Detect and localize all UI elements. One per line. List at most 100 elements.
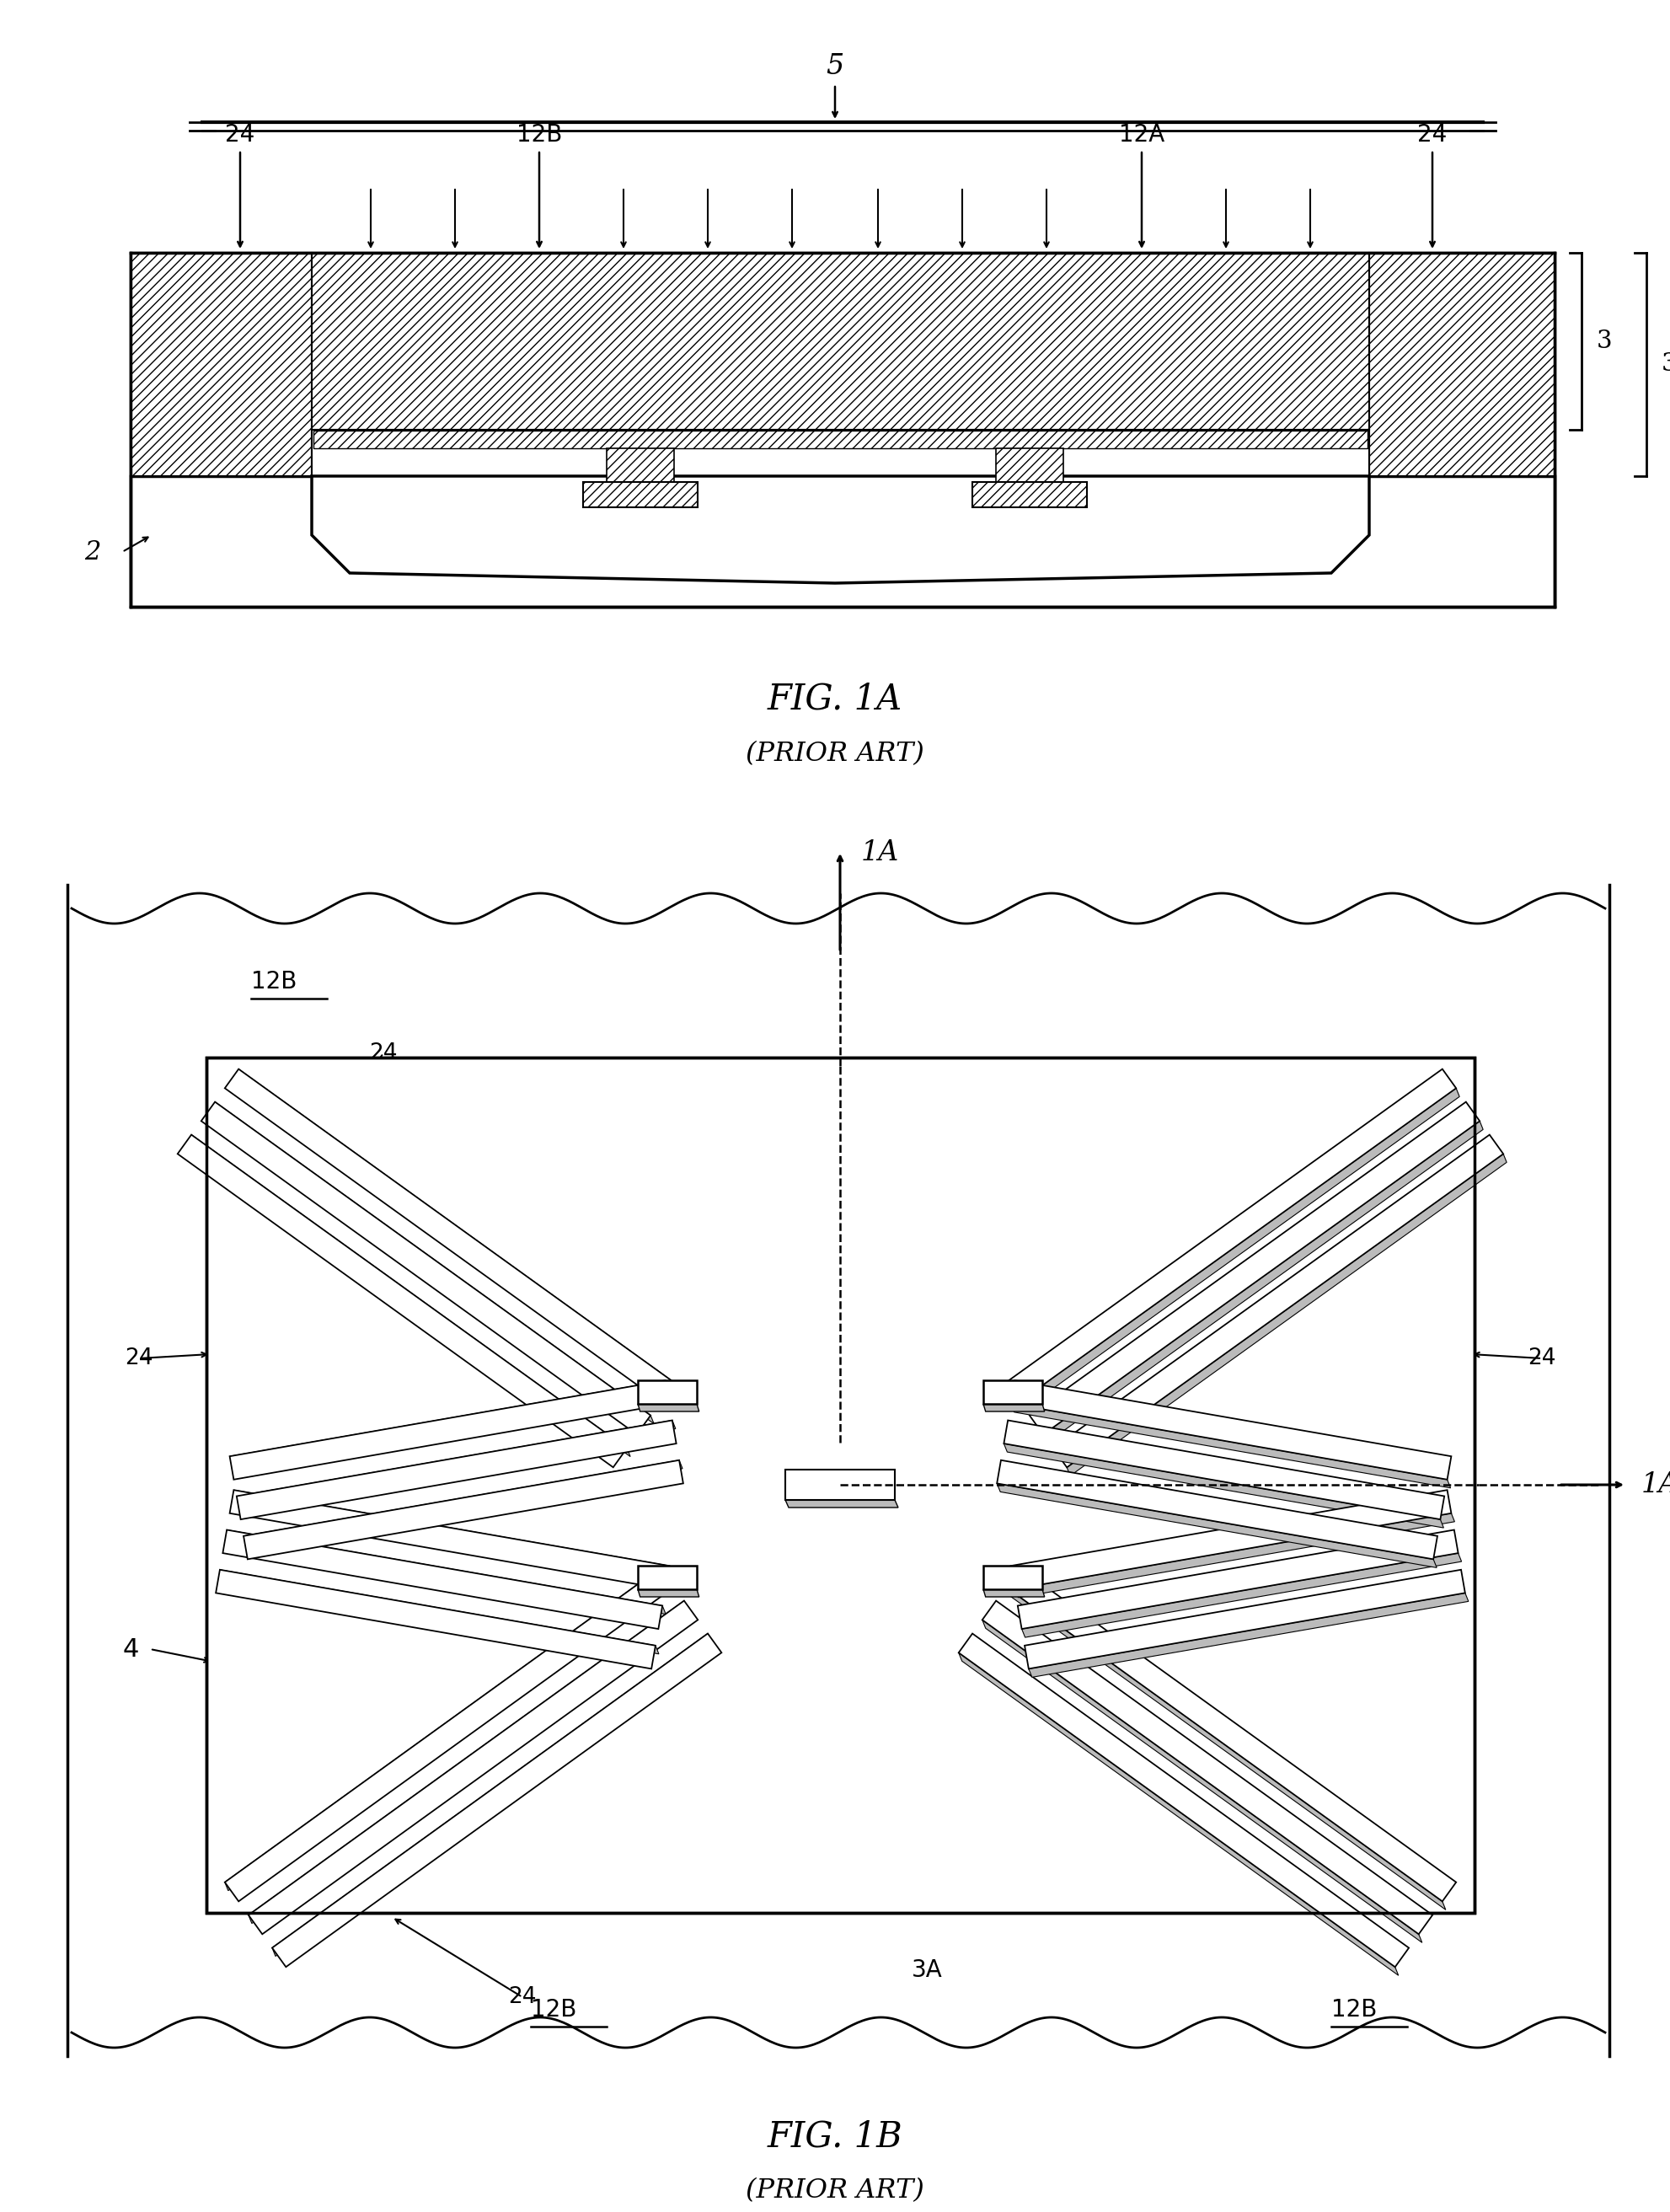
- Polygon shape: [249, 1601, 686, 1924]
- Bar: [207, 1057, 1475, 1913]
- Text: MP1: MP1: [316, 1186, 357, 1208]
- Text: M1: M1: [898, 498, 930, 518]
- Polygon shape: [1004, 1420, 1443, 1520]
- Polygon shape: [200, 1102, 650, 1436]
- Text: 24: 24: [508, 1986, 536, 2008]
- Polygon shape: [1029, 1102, 1480, 1436]
- Bar: [130, 252, 1553, 606]
- Text: 24: 24: [1526, 1347, 1555, 1369]
- Polygon shape: [959, 1652, 1398, 1975]
- Text: 12B: 12B: [251, 969, 297, 993]
- Polygon shape: [239, 1068, 678, 1391]
- Polygon shape: [225, 1068, 675, 1402]
- Polygon shape: [1010, 1405, 1450, 1489]
- Text: MP1: MP1: [227, 1259, 269, 1279]
- Polygon shape: [244, 1460, 683, 1544]
- Bar: [130, 252, 312, 476]
- Bar: [984, 1566, 1042, 1588]
- Bar: [638, 1566, 696, 1588]
- Text: M1: M1: [696, 498, 728, 518]
- Bar: [972, 482, 1087, 507]
- Text: MP1: MP1: [412, 1113, 454, 1133]
- Bar: [312, 252, 1368, 429]
- Text: MP2: MP2: [523, 1217, 564, 1237]
- Polygon shape: [229, 1380, 670, 1480]
- Polygon shape: [997, 1460, 1436, 1559]
- Bar: [638, 1380, 696, 1405]
- Text: 5: 5: [825, 53, 843, 80]
- Polygon shape: [1010, 1380, 1451, 1480]
- Polygon shape: [272, 1632, 721, 1966]
- Text: 12B: 12B: [516, 124, 561, 146]
- Bar: [583, 482, 698, 507]
- Polygon shape: [638, 1405, 698, 1411]
- Polygon shape: [237, 1420, 676, 1520]
- Polygon shape: [997, 1484, 1436, 1568]
- Bar: [1368, 252, 1553, 476]
- Text: 24: 24: [701, 1515, 730, 1537]
- Text: 12A: 12A: [1119, 124, 1164, 146]
- Text: 24: 24: [369, 1042, 397, 1064]
- Text: 12B: 12B: [1331, 1997, 1376, 2022]
- Text: (PRIOR ART): (PRIOR ART): [745, 2179, 924, 2203]
- Polygon shape: [1042, 1121, 1483, 1442]
- Text: 24: 24: [1416, 124, 1446, 146]
- Text: 4: 4: [832, 498, 845, 518]
- Polygon shape: [229, 1491, 670, 1588]
- Bar: [130, 476, 1553, 606]
- Polygon shape: [1067, 1155, 1506, 1475]
- Polygon shape: [272, 1632, 711, 1955]
- Text: 2: 2: [85, 540, 102, 564]
- Bar: [312, 429, 1368, 476]
- Polygon shape: [1052, 1135, 1503, 1467]
- Bar: [984, 1380, 1042, 1405]
- Text: 11: 11: [964, 498, 990, 518]
- Text: 11: 11: [758, 498, 785, 518]
- Polygon shape: [959, 1632, 1408, 1966]
- Polygon shape: [220, 1571, 658, 1655]
- Polygon shape: [1022, 1553, 1461, 1637]
- Polygon shape: [234, 1491, 673, 1575]
- Bar: [67, 885, 1608, 2057]
- Polygon shape: [225, 1568, 675, 1902]
- Polygon shape: [785, 1500, 898, 1509]
- Bar: [312, 429, 1368, 476]
- Text: 3: 3: [1597, 330, 1612, 354]
- Text: MP2: MP2: [304, 1371, 346, 1391]
- Text: 3A: 3A: [910, 1958, 942, 1982]
- Polygon shape: [1005, 1568, 1455, 1902]
- Polygon shape: [1019, 1088, 1460, 1409]
- Polygon shape: [984, 1405, 1044, 1411]
- Polygon shape: [215, 1102, 653, 1425]
- Polygon shape: [177, 1135, 626, 1467]
- Text: FIG. 1B: FIG. 1B: [767, 2119, 902, 2154]
- Text: FIG. 1A: FIG. 1A: [767, 681, 902, 717]
- Polygon shape: [1004, 1444, 1443, 1528]
- Text: 24: 24: [125, 1347, 154, 1369]
- Text: MP2: MP2: [426, 1296, 468, 1316]
- Text: 1A: 1A: [860, 838, 898, 867]
- Polygon shape: [312, 476, 1368, 584]
- Polygon shape: [1024, 1571, 1465, 1668]
- Polygon shape: [1017, 1531, 1458, 1628]
- Text: 24: 24: [225, 124, 256, 146]
- Bar: [314, 431, 1366, 449]
- Polygon shape: [984, 1588, 1044, 1597]
- Polygon shape: [1005, 1068, 1455, 1402]
- Text: 4: 4: [122, 1637, 139, 1661]
- Bar: [995, 449, 1062, 482]
- Polygon shape: [229, 1380, 668, 1464]
- Text: (PRIOR ART): (PRIOR ART): [745, 741, 924, 768]
- Polygon shape: [225, 1568, 663, 1891]
- Bar: [606, 449, 673, 482]
- Polygon shape: [982, 1601, 1431, 1933]
- Polygon shape: [1005, 1586, 1445, 1909]
- Polygon shape: [249, 1601, 698, 1933]
- Polygon shape: [1014, 1513, 1455, 1597]
- Polygon shape: [222, 1531, 661, 1628]
- Polygon shape: [227, 1531, 665, 1615]
- Polygon shape: [982, 1619, 1421, 1942]
- Polygon shape: [192, 1135, 630, 1455]
- Polygon shape: [237, 1420, 675, 1504]
- Polygon shape: [1029, 1593, 1468, 1677]
